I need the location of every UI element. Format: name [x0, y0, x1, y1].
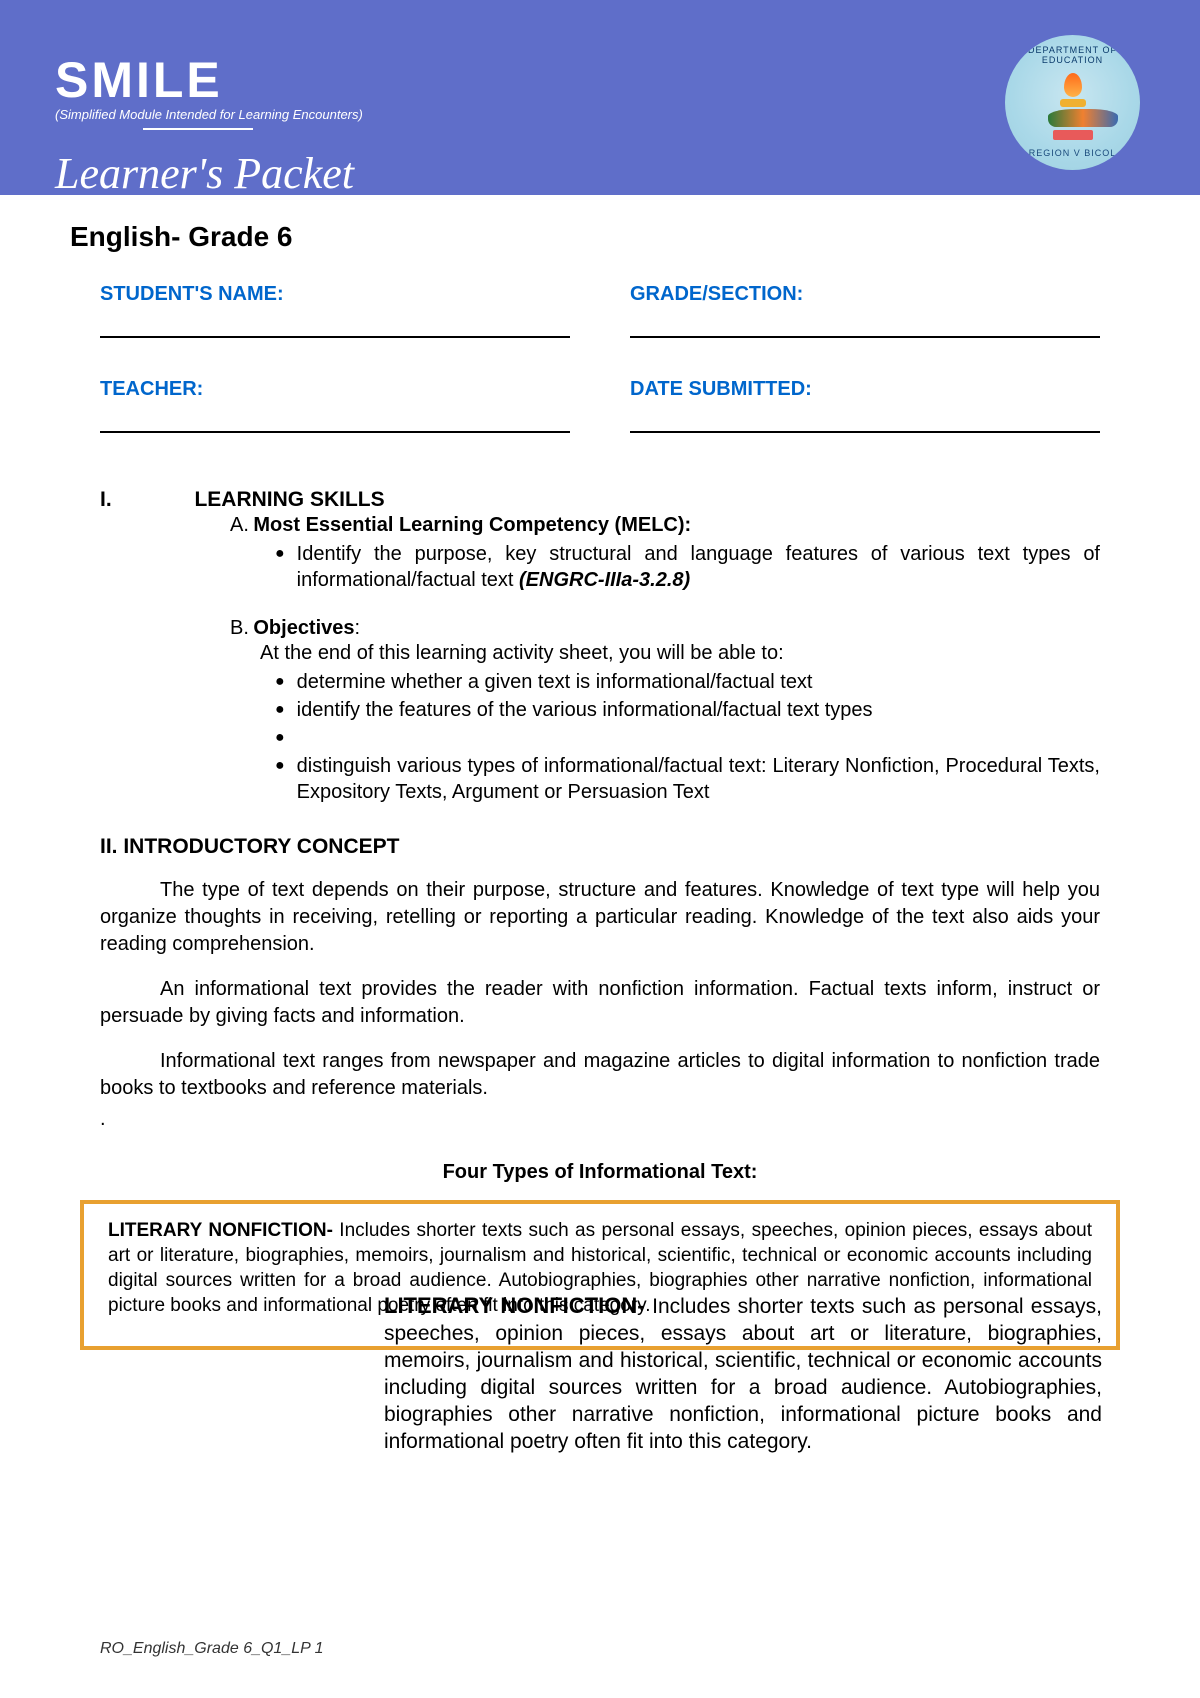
objective-1: determine whether a given text is inform…: [297, 669, 1100, 695]
deped-seal: DEPARTMENT OF EDUCATION REGION V BICOL: [1005, 35, 1140, 170]
box-title: LITERARY NONFICTION-: [108, 1220, 339, 1241]
intro-para-2: An informational text provides the reade…: [100, 976, 1100, 1030]
overlay-body: Includes shorter texts such as personal …: [384, 1295, 1102, 1453]
letter-a: A.: [230, 514, 249, 536]
intro-para-1: The type of text depends on their purpos…: [100, 877, 1100, 958]
objectives-heading: B. Objectives:: [230, 617, 1100, 640]
melc-desc: Identify the purpose, key structural and…: [297, 543, 1100, 591]
literary-nonfiction-box: LITERARY NONFICTION- Includes shorter te…: [80, 1200, 1120, 1350]
student-name-field: STUDENT'S NAME:: [100, 283, 570, 338]
melc-text: Identify the purpose, key structural and…: [297, 541, 1100, 593]
info-fields: STUDENT'S NAME: GRADE/SECTION: TEACHER: …: [100, 283, 1100, 433]
melc-bullets: ● Identify the purpose, key structural a…: [275, 541, 1100, 593]
grade-section-line[interactable]: [630, 308, 1100, 338]
teacher-label: TEACHER:: [100, 378, 570, 401]
melc-title: Most Essential Learning Competency (MELC…: [253, 514, 691, 536]
teacher-line[interactable]: [100, 403, 570, 433]
introductory-concept-section: II. INTRODUCTORY CONCEPT The type of tex…: [70, 835, 1130, 1102]
learning-skills-title: LEARNING SKILLS: [194, 488, 384, 511]
student-name-line[interactable]: [100, 308, 570, 338]
bullet-icon: ●: [275, 541, 285, 567]
objectives-colon: :: [355, 617, 361, 639]
grade-section-label: GRADE/SECTION:: [630, 283, 1100, 306]
date-submitted-label: DATE SUBMITTED:: [630, 378, 1100, 401]
overlay-title: LITERARY NONFICTION-: [384, 1293, 652, 1318]
roman-one: I.: [100, 488, 190, 512]
overlay-text: LITERARY NONFICTION- Includes shorter te…: [384, 1292, 1102, 1455]
bullet-icon: ●: [275, 725, 285, 751]
student-name-label: STUDENT'S NAME:: [100, 283, 570, 306]
page-content: English- Grade 6 STUDENT'S NAME: GRADE/S…: [0, 195, 1200, 1350]
bullet-icon: ●: [275, 669, 285, 695]
intro-para-3: Informational text ranges from newspaper…: [100, 1048, 1100, 1102]
objective-2: identify the features of the various inf…: [297, 697, 1100, 723]
objectives-intro: At the end of this learning activity she…: [260, 642, 1100, 665]
melc-heading: A. Most Essential Learning Competency (M…: [230, 514, 1100, 537]
teacher-field: TEACHER:: [100, 378, 570, 433]
bullet-icon: ●: [275, 697, 285, 723]
bullet-icon: ●: [275, 753, 285, 779]
objectives-bullets: ● determine whether a given text is info…: [275, 669, 1100, 805]
letter-b: B.: [230, 617, 249, 639]
subject-heading: English- Grade 6: [70, 221, 1130, 253]
seal-graphic: [1048, 73, 1098, 133]
melc-code: (ENGRC-IIIa-3.2.8): [519, 569, 690, 591]
stray-dot: .: [100, 1108, 1130, 1131]
objective-4: distinguish various types of information…: [297, 753, 1100, 805]
objectives-title: Objectives: [253, 617, 354, 639]
seal-bottom-text: REGION V BICOL: [1005, 148, 1140, 158]
four-types-title: Four Types of Informational Text:: [70, 1161, 1130, 1184]
divider-line: [143, 128, 253, 130]
seal-top-text: DEPARTMENT OF EDUCATION: [1005, 45, 1140, 65]
grade-section-field: GRADE/SECTION:: [630, 283, 1100, 338]
footer-code: RO_English_Grade 6_Q1_LP 1: [100, 1640, 324, 1658]
date-submitted-field: DATE SUBMITTED:: [630, 378, 1100, 433]
header-banner: SMILE (Simplified Module Intended for Le…: [0, 0, 1200, 195]
intro-concept-title: II. INTRODUCTORY CONCEPT: [100, 835, 1100, 859]
learning-skills-section: I. LEARNING SKILLS A. Most Essential Lea…: [70, 488, 1130, 805]
date-submitted-line[interactable]: [630, 403, 1100, 433]
